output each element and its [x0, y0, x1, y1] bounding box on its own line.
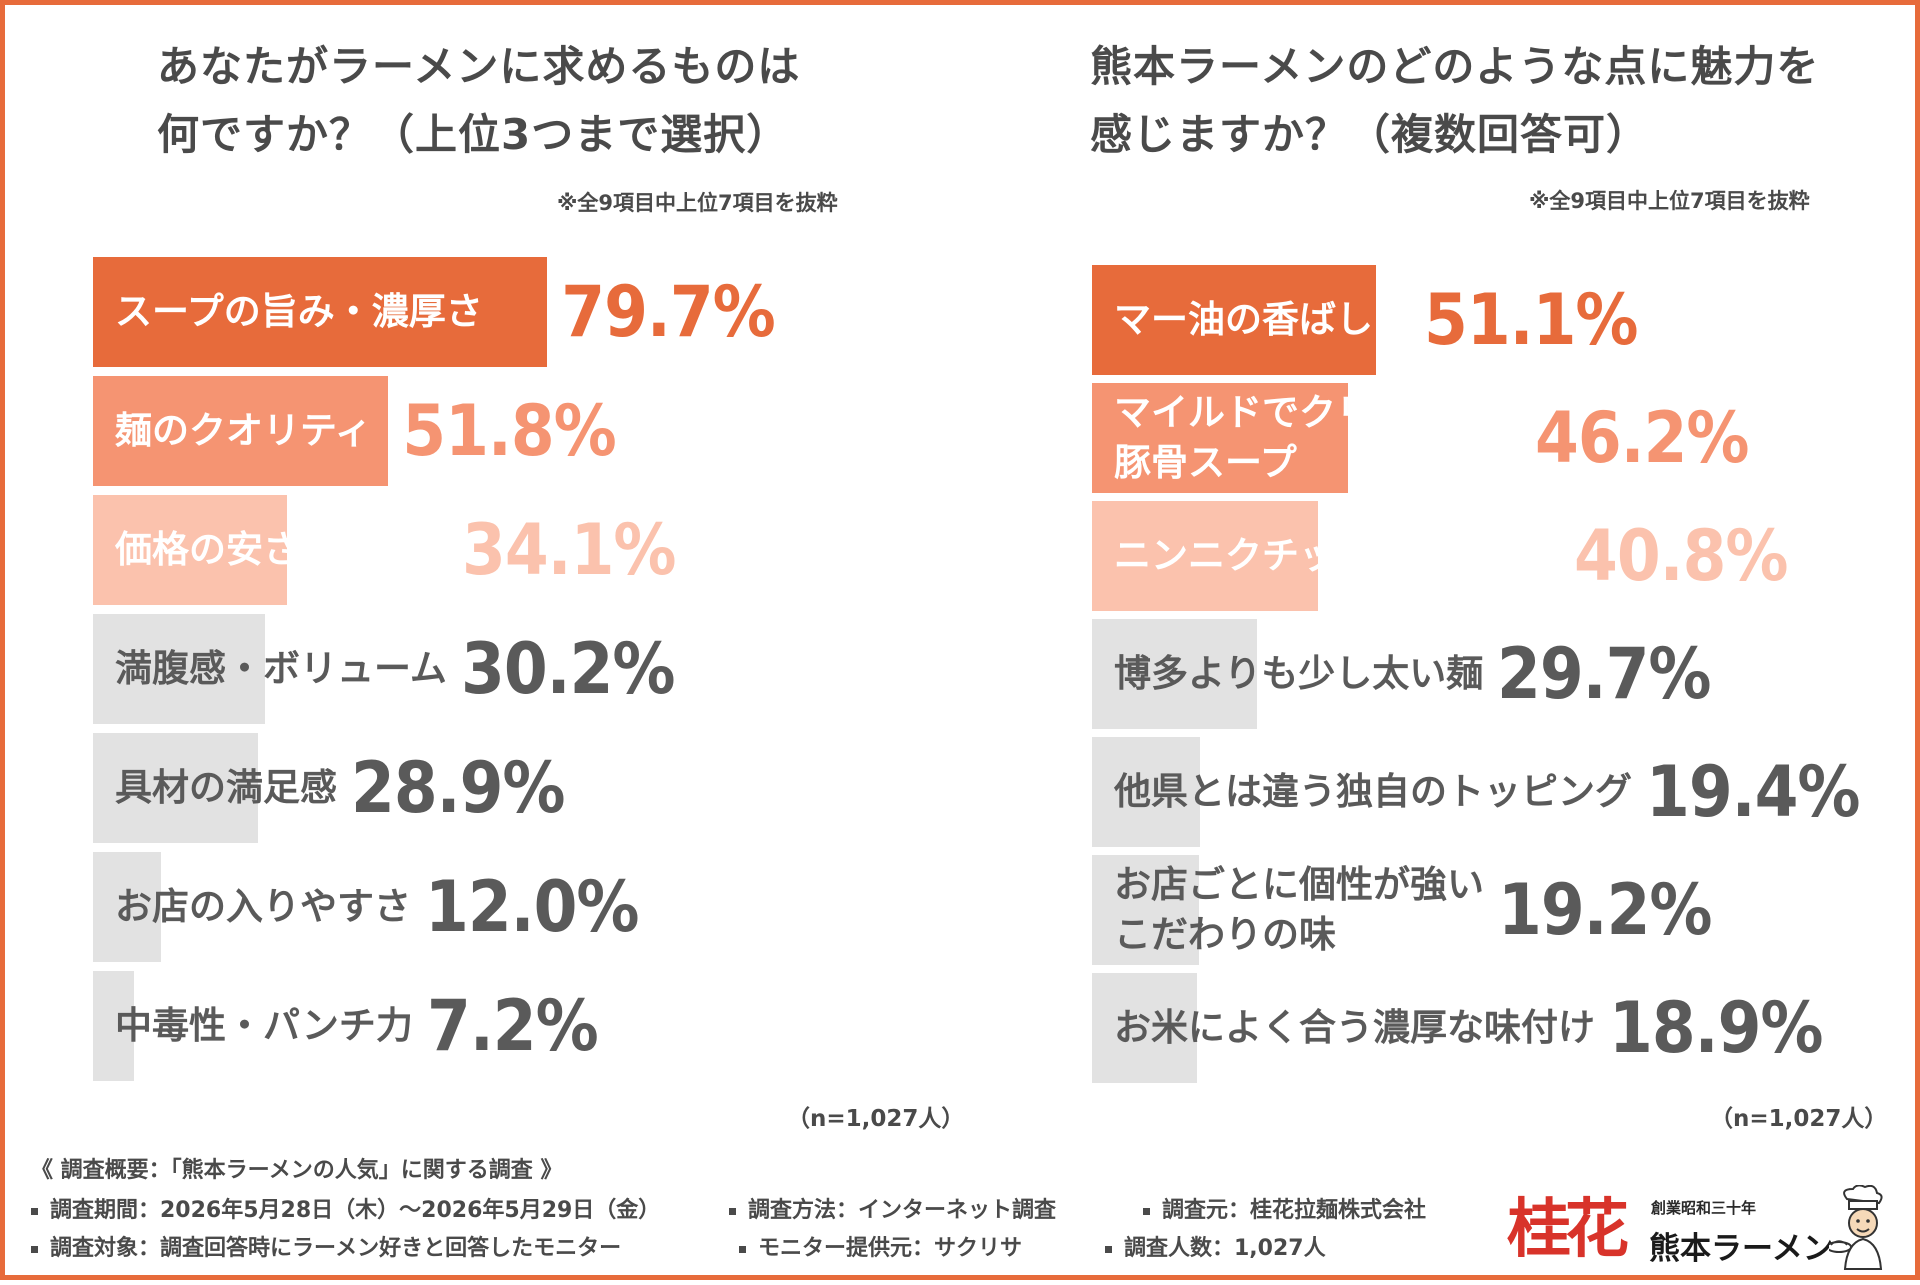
footer-method-text: 調査方法：インターネット調査	[748, 1198, 1057, 1223]
footer-method: 調査方法：インターネット調査	[729, 1192, 1056, 1224]
left-chart-title-line2: 何ですか？（上位3つまで選択）	[157, 110, 790, 159]
bar-category-label: 価格の安さ・コスパ	[115, 528, 448, 571]
right-chart-sample-size: （n=1,027人）	[1710, 1106, 1888, 1132]
bar-category-label: 具材の満足感	[115, 766, 337, 809]
bar	[1092, 501, 1319, 611]
left-chart-sample-size: （n=1,027人）	[787, 1106, 965, 1132]
bar-value-label: 79.7%	[561, 271, 775, 353]
bullet-icon	[729, 1207, 736, 1215]
bar-category-label: こだわりの味	[1114, 913, 1336, 956]
bar-category-label: 麺のクオリティ	[115, 409, 372, 452]
bar-category-label: お店の入りやすさ	[115, 885, 411, 928]
bar	[93, 852, 162, 962]
left-chart-note: ※全9項目中上位7項目を抜粋	[557, 191, 838, 215]
bar-value-label: 29.7%	[1497, 633, 1711, 715]
bar-value-label: 7.2%	[427, 985, 599, 1067]
logo-mark: 桂花	[1507, 1192, 1629, 1267]
footer-count: 調査人数：1,027人	[1105, 1230, 1326, 1262]
bar	[1092, 619, 1257, 729]
footer-heading: 《 調査概要：「熊本ラーメンの人気」に関する調査 》	[31, 1158, 563, 1183]
bar	[93, 376, 389, 486]
footer-provider-text: モニター提供元：サクリサ	[758, 1236, 1023, 1261]
bullet-icon	[31, 1245, 38, 1253]
bullet-icon	[739, 1245, 746, 1253]
right-bar-chart: マー油の香ばしさ 51.1% マイルドでクリーミーな 豚骨スープ 46.2% ニンニクチッ…	[5, 5, 1920, 1285]
bar-value-label: 30.2%	[461, 628, 675, 710]
bar-value-label: 18.9%	[1609, 987, 1823, 1069]
bar-value-label: 19.2%	[1498, 869, 1712, 951]
bar-category-label: ニンニクチップのパンチ力	[1114, 534, 1560, 577]
bar-category-label: お米によく合う濃厚な味付け	[1114, 1006, 1595, 1049]
bar-value-label: 28.9%	[351, 747, 565, 829]
bar-value-label: 34.1%	[462, 509, 676, 591]
bar-value-label: 40.8%	[1574, 515, 1788, 597]
bar-value-label: 51.1%	[1424, 279, 1638, 361]
bar-category-label: お店ごとに個性が強い	[1114, 863, 1484, 906]
right-chart-note: ※全9項目中上位7項目を抜粋	[1529, 189, 1810, 213]
footer-provider: モニター提供元：サクリサ	[739, 1230, 1022, 1262]
bullet-icon	[31, 1207, 38, 1215]
chef-icon	[1829, 1185, 1883, 1270]
bar-value-label: 51.8%	[402, 390, 616, 472]
left-chart-title-line1: あなたがラーメンに求めるものは	[157, 42, 801, 91]
bar	[1092, 383, 1349, 493]
bar-category-label: 中毒性・パンチ力	[115, 1004, 413, 1047]
bar	[1092, 737, 1200, 847]
bar-category-label: マー油の香ばしさ	[1114, 298, 1410, 341]
bar	[1092, 265, 1376, 375]
logo-subtitle: 創業昭和三十年	[1651, 1199, 1757, 1217]
bar	[93, 495, 288, 605]
brand-logo: 桂花 創業昭和三十年 熊本ラーメン	[1507, 1185, 1897, 1275]
footer-period-text: 調査期間：2026年5月28日（木）～2026年5月29日（金）	[50, 1198, 661, 1223]
footer-target: 調査対象：調査回答時にラーメン好きと回答したモニター	[31, 1230, 621, 1262]
footer-source-text: 調査元：桂花拉麺株式会社	[1162, 1198, 1427, 1223]
bar	[93, 257, 548, 367]
bar-category-label: マイルドでクリーミーな	[1114, 391, 1521, 434]
bar-category-label: 他県とは違う独自のトッピング	[1114, 770, 1632, 813]
footer-count-text: 調査人数：1,027人	[1124, 1236, 1326, 1261]
bar	[1092, 973, 1197, 1083]
right-chart-title-line2: 感じますか？（複数回答可）	[1090, 110, 1650, 159]
bar-category-label: 豚骨スープ	[1114, 441, 1297, 484]
footer-period: 調査期間：2026年5月28日（木）～2026年5月29日（金）	[31, 1192, 660, 1224]
bar-category-label: スープの旨み・濃厚さ	[115, 290, 483, 333]
bar-category-label: 満腹感・ボリューム	[115, 647, 447, 690]
footer-target-text: 調査対象：調査回答時にラーメン好きと回答したモニター	[50, 1236, 622, 1261]
bar	[93, 614, 266, 724]
bar-value-label: 12.0%	[425, 866, 639, 948]
bar-value-label: 46.2%	[1535, 397, 1749, 479]
footer-source: 調査元：桂花拉麺株式会社	[1143, 1192, 1426, 1224]
bullet-icon	[1143, 1207, 1150, 1215]
bullet-icon	[1105, 1245, 1112, 1253]
right-chart-title-line1: 熊本ラーメンのどのような点に魅力を	[1090, 42, 1820, 91]
bar	[93, 733, 258, 843]
bar-category-label: 博多よりも少し太い麺	[1114, 652, 1484, 695]
bar	[93, 971, 134, 1081]
bar-value-label: 19.4%	[1646, 751, 1860, 833]
logo-name: 熊本ラーメン	[1649, 1231, 1834, 1267]
bar	[1092, 855, 1199, 965]
left-bar-chart: スープの旨み・濃厚さ 79.7% 麺のクオリティ 51.8% 価格の安さ・コスパ 34.1…	[5, 5, 1920, 1285]
